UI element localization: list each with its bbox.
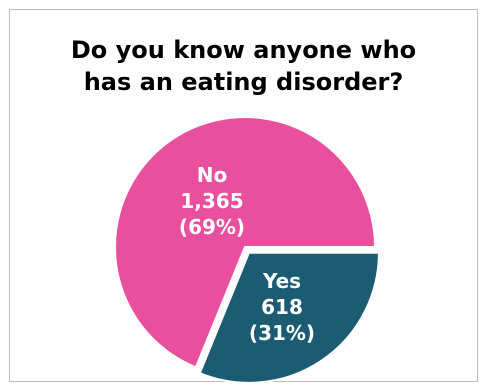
pie-label-no-line-3: (69%) xyxy=(179,215,245,239)
pie-label-yes-line-3: (31%) xyxy=(249,321,315,345)
chart-title-line-1: Do you know anyone who xyxy=(70,36,417,64)
chart-title: Do you know anyone who has an eating dis… xyxy=(9,34,478,98)
pie-label-no: No 1,365 (69%) xyxy=(179,163,245,239)
pie-label-yes-line-1: Yes xyxy=(262,269,301,293)
pie-slices xyxy=(114,116,380,384)
pie-label-yes-line-2: 618 xyxy=(261,295,303,319)
pie-label-no-line-2: 1,365 xyxy=(180,189,243,213)
chart-title-line-2: has an eating disorder? xyxy=(83,68,404,96)
pie-labels: No 1,365 (69%)Yes 618 (31%) xyxy=(179,163,315,345)
pie-label-no-line-1: No xyxy=(197,163,227,187)
pie-slice-no xyxy=(114,116,377,369)
pie-slice-yes xyxy=(198,251,380,384)
pie-label-yes: Yes 618 (31%) xyxy=(249,269,315,345)
